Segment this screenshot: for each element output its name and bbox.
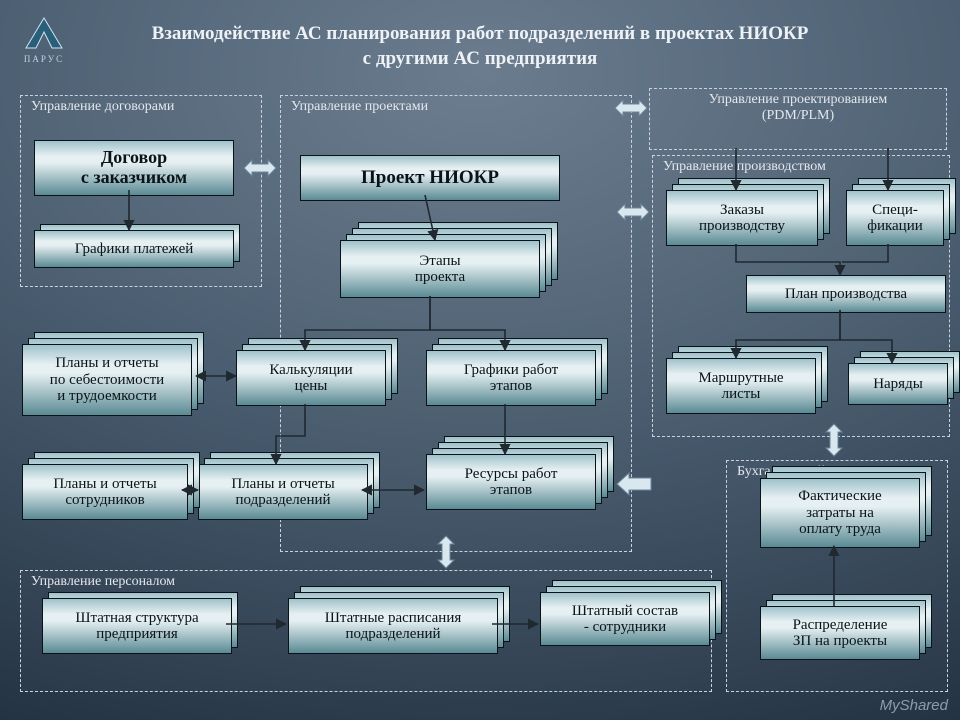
group-label-contracts: Управление договорами xyxy=(31,99,174,115)
group-label-projects: Управление проектами xyxy=(291,99,428,115)
node-box-project: Проект НИОКР xyxy=(300,155,560,201)
node-box-fact_cost: Фактическиезатраты наоплату труда xyxy=(760,478,920,548)
node-box-pay_sched: Графики платежей xyxy=(34,230,234,268)
node-box-staff_struct: Штатная структурапредприятия xyxy=(42,598,232,654)
logo-text: ПАРУС xyxy=(24,54,64,64)
node-box-plans_emp: Планы и отчетысотрудников xyxy=(22,464,188,520)
node-contract: Договорс заказчиком xyxy=(34,140,224,190)
node-box-staff_sched: Штатные расписанияподразделений xyxy=(288,598,498,654)
node-box-stages: Этапыпроекта xyxy=(340,240,540,298)
node-calc: Калькуляциицены xyxy=(236,350,388,412)
page-title: Взаимодействие АС планирования работ под… xyxy=(90,22,870,71)
node-stage_sched: Графики работэтапов xyxy=(426,350,598,412)
node-fact_cost: Фактическиезатраты наоплату труда xyxy=(760,478,922,554)
node-box-contract: Договорс заказчиком xyxy=(34,140,234,196)
node-box-resources: Ресурсы работэтапов xyxy=(426,454,596,510)
node-box-orders2: Наряды xyxy=(848,363,948,405)
node-box-specs: Специ-фикации xyxy=(846,190,944,246)
group-pdm: Управление проектированием(PDM/PLM) xyxy=(649,88,947,150)
node-box-prod_plan: План производства xyxy=(746,275,946,313)
group-label-prod: Управление производством xyxy=(663,159,826,175)
node-box-staff_list: Штатный состав- сотрудники xyxy=(540,592,710,646)
node-stages: Этапыпроекта xyxy=(340,240,548,310)
node-project: Проект НИОКР xyxy=(300,155,550,195)
node-plans_cost: Планы и отчетыпо себестоимостии трудоемк… xyxy=(22,344,194,422)
node-box-plans_dept: Планы и отчетыподразделений xyxy=(198,464,368,520)
node-prod_plan: План производства xyxy=(746,275,936,307)
node-plans_emp: Планы и отчетысотрудников xyxy=(22,464,190,526)
node-dist_zp: РаспределениеЗП на проекты xyxy=(760,606,922,666)
node-box-dist_zp: РаспределениеЗП на проекты xyxy=(760,606,920,660)
watermark: MyShared xyxy=(880,697,948,714)
node-staff_list: Штатный состав- сотрудники xyxy=(540,592,712,652)
node-pay_sched: Графики платежей xyxy=(34,230,230,268)
node-orders2: Наряды xyxy=(848,363,950,411)
group-label-pdm: Управление проектированием(PDM/PLM) xyxy=(650,92,946,124)
node-staff_struct: Штатная структурапредприятия xyxy=(42,598,228,654)
node-plans_dept: Планы и отчетыподразделений xyxy=(198,464,370,526)
node-orders: Заказыпроизводству xyxy=(666,190,820,252)
node-routes: Маршрутныелисты xyxy=(666,358,818,420)
node-specs: Специ-фикации xyxy=(846,190,946,252)
node-resources: Ресурсы работэтапов xyxy=(426,454,604,522)
node-box-routes: Маршрутныелисты xyxy=(666,358,816,414)
node-box-orders: Заказыпроизводству xyxy=(666,190,818,246)
node-staff_sched: Штатные расписанияподразделений xyxy=(288,598,500,660)
logo: ПАРУС xyxy=(14,14,74,64)
node-box-calc: Калькуляциицены xyxy=(236,350,386,406)
node-box-plans_cost: Планы и отчетыпо себестоимостии трудоемк… xyxy=(22,344,192,416)
node-box-stage_sched: Графики работэтапов xyxy=(426,350,596,406)
